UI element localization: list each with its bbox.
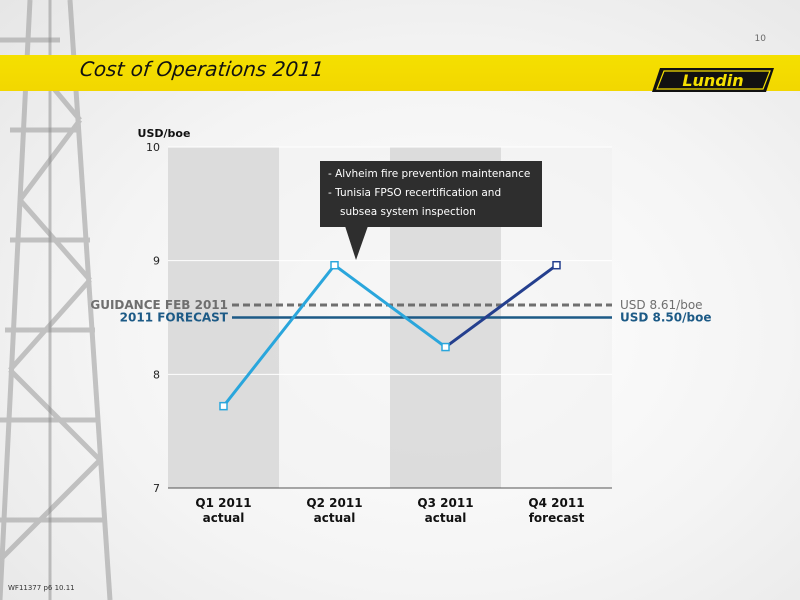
y-tick-label: 7 — [153, 482, 160, 495]
x-tick-label-sub: forecast — [529, 511, 585, 525]
reference-line-value: USD 8.50/boe — [620, 311, 712, 325]
y-axis-label: USD/boe — [138, 127, 191, 140]
data-point — [330, 260, 339, 270]
x-tick-label-sub: actual — [203, 511, 245, 525]
annotation-line-2: - Tunisia FPSO recertification and — [328, 187, 502, 199]
x-tick-label-sub: actual — [314, 511, 356, 525]
reference-line-name: GUIDANCE FEB 2011 — [90, 298, 228, 312]
annotation-line-3: subsea system inspection — [340, 206, 476, 218]
x-tick-label: Q3 2011 — [417, 496, 473, 510]
data-point — [219, 401, 228, 411]
footer-code: WF11377 p6 10.11 — [8, 584, 75, 592]
logo-text: Lundin — [682, 71, 743, 90]
lundin-logo: Lundin — [652, 68, 774, 92]
x-tick-label: Q4 2011 — [528, 496, 584, 510]
x-tick-label: Q2 2011 — [306, 496, 362, 510]
annotation-box: - Alvheim fire prevention maintenance - … — [320, 161, 542, 227]
y-tick-label: 9 — [153, 255, 160, 268]
data-point — [441, 342, 450, 352]
page-number: 10 — [754, 34, 766, 44]
y-tick-label: 10 — [146, 141, 160, 154]
series-line-forecast — [444, 264, 558, 349]
y-tick-label: 8 — [153, 368, 160, 381]
reference-line-value: USD 8.61/boe — [620, 298, 703, 312]
data-point — [552, 260, 561, 270]
x-tick-label: Q1 2011 — [195, 496, 251, 510]
x-tick-label-sub: actual — [425, 511, 467, 525]
annotation-line-1: - Alvheim fire prevention maintenance — [328, 168, 531, 180]
reference-line-name: 2011 FORECAST — [120, 311, 229, 325]
